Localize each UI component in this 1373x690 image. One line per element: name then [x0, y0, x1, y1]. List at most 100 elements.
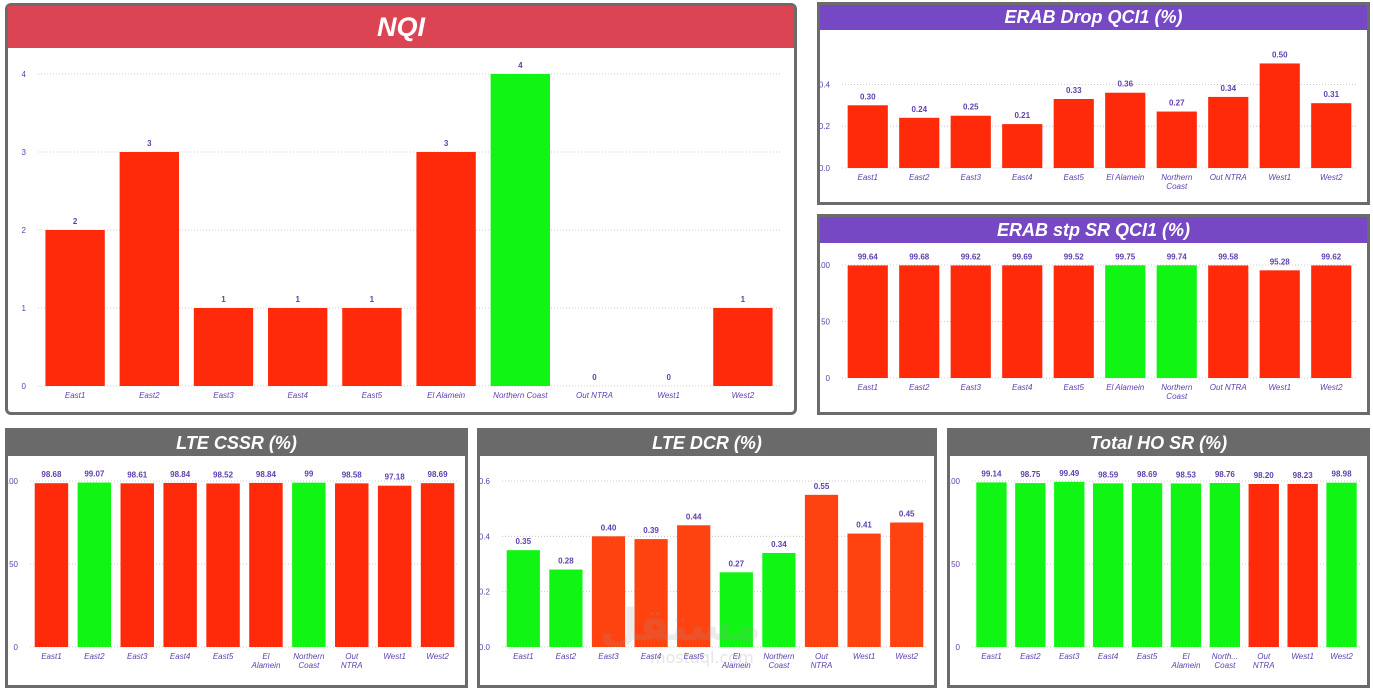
- total-ho-panel: Total HO SR (%) 0 50 100 99.14 East1 98.75 Eas…: [947, 428, 1370, 688]
- bar[interactable]: [1259, 63, 1300, 168]
- bar[interactable]: [1311, 103, 1352, 168]
- data-label: 0.36: [1117, 80, 1133, 89]
- x-tick-label: East3: [1059, 652, 1080, 661]
- bar[interactable]: [950, 265, 991, 378]
- bar[interactable]: [1053, 99, 1094, 168]
- bar[interactable]: [890, 522, 924, 648]
- bar[interactable]: [335, 483, 369, 647]
- y-tick-label: 2: [22, 226, 27, 235]
- lte-dcr-chart: 0.0 0.2 0.4 0.6 0.35 East1 0.28 East2 0.40 East3 0…: [480, 477, 928, 670]
- bar[interactable]: [591, 536, 626, 647]
- bar[interactable]: [1248, 483, 1279, 647]
- bar[interactable]: [163, 482, 197, 647]
- bar[interactable]: [1208, 265, 1249, 378]
- bar[interactable]: [206, 483, 240, 647]
- data-label: 99.69: [1012, 252, 1033, 261]
- bar[interactable]: [1311, 265, 1352, 378]
- bar[interactable]: [416, 152, 476, 386]
- bar[interactable]: [899, 265, 940, 378]
- bar[interactable]: [119, 152, 179, 386]
- bar[interactable]: [1053, 265, 1094, 378]
- data-label: 98.58: [342, 470, 363, 479]
- data-label: 99.64: [858, 252, 879, 261]
- bar[interactable]: [1170, 483, 1202, 647]
- bar[interactable]: [1287, 483, 1318, 647]
- watermark-url: mostaql.com: [650, 648, 754, 667]
- erab-stp-panel: ERAB stp SR QCI1 (%) 0 50 100 99.64 East1 99.…: [817, 214, 1370, 415]
- bar[interactable]: [713, 308, 773, 386]
- bar[interactable]: [1156, 111, 1197, 168]
- bar[interactable]: [34, 483, 69, 647]
- bar[interactable]: [950, 115, 991, 168]
- data-label: 4: [518, 61, 523, 70]
- bar[interactable]: [45, 230, 105, 386]
- bar[interactable]: [1015, 483, 1046, 647]
- bar[interactable]: [762, 552, 796, 647]
- erab-drop-chart: 0.0 0.2 0.4 0.30 East1 0.24 East2 0.25 East3 0.21…: [820, 50, 1357, 191]
- data-label: 98.61: [127, 470, 148, 479]
- bar[interactable]: [1105, 92, 1146, 168]
- bar[interactable]: [1092, 483, 1124, 647]
- x-tick-label: East4: [1012, 383, 1033, 392]
- y-tick-label: 0.0: [480, 643, 491, 652]
- y-tick-label: 0: [956, 643, 961, 652]
- x-tick-label: West1: [1268, 173, 1291, 182]
- bar[interactable]: [506, 550, 540, 647]
- bar[interactable]: [377, 485, 412, 647]
- bar[interactable]: [847, 533, 881, 647]
- nqi-panel: NQI 0 1 2 3 4 2 East1 3 East2 1 East3 1 East4 1 East5 3…: [5, 3, 797, 415]
- y-tick-label: 0.4: [820, 80, 831, 89]
- bar[interactable]: [804, 494, 839, 647]
- data-label: 95.28: [1270, 257, 1291, 266]
- bar[interactable]: [1326, 482, 1357, 647]
- y-tick-label: 50: [9, 560, 18, 569]
- bar[interactable]: [342, 308, 402, 386]
- data-label: 0.34: [1220, 84, 1236, 93]
- data-label: 99: [304, 470, 313, 479]
- data-label: 0: [666, 373, 671, 382]
- bar[interactable]: [847, 265, 888, 378]
- x-tick-label: East2: [909, 383, 930, 392]
- bar[interactable]: [634, 539, 668, 647]
- data-label: 98.75: [1020, 470, 1041, 479]
- bar[interactable]: [1105, 265, 1146, 378]
- y-tick-label: 0.2: [480, 588, 491, 597]
- bar[interactable]: [120, 483, 154, 647]
- x-tick-label: Northern Coast: [1161, 173, 1193, 191]
- bar[interactable]: [899, 117, 940, 168]
- bar[interactable]: [249, 482, 283, 647]
- data-label: 99.62: [1321, 252, 1342, 261]
- x-tick-label: East4: [641, 652, 662, 661]
- data-label: 98.59: [1098, 470, 1119, 479]
- bar[interactable]: [1259, 270, 1300, 378]
- data-label: 98.23: [1293, 471, 1314, 480]
- x-tick-label: West2: [1330, 652, 1353, 661]
- bar[interactable]: [719, 572, 753, 647]
- bar[interactable]: [292, 482, 326, 647]
- bar[interactable]: [677, 525, 711, 647]
- y-tick-label: 50: [951, 560, 960, 569]
- data-label: 0.50: [1272, 50, 1288, 59]
- bar[interactable]: [1054, 481, 1085, 647]
- bar[interactable]: [1208, 96, 1249, 168]
- bar[interactable]: [1002, 265, 1043, 378]
- bar[interactable]: [193, 308, 254, 386]
- bar[interactable]: [1209, 483, 1241, 647]
- y-tick-label: 100: [820, 261, 831, 270]
- x-tick-label: East4: [1098, 652, 1119, 661]
- bar[interactable]: [490, 74, 550, 386]
- bar[interactable]: [847, 105, 888, 168]
- bar[interactable]: [1156, 265, 1197, 378]
- data-label: 3: [444, 139, 449, 148]
- bar[interactable]: [268, 308, 328, 386]
- data-label: 99.52: [1064, 253, 1085, 262]
- bar[interactable]: [549, 569, 583, 647]
- data-label: 0.21: [1014, 111, 1030, 120]
- data-label: 0.33: [1066, 86, 1082, 95]
- bar[interactable]: [976, 482, 1007, 647]
- bar[interactable]: [77, 482, 112, 647]
- bar[interactable]: [420, 483, 455, 647]
- bar[interactable]: [1131, 483, 1163, 647]
- x-tick-label: Out NTRA: [811, 652, 833, 670]
- bar[interactable]: [1002, 124, 1043, 168]
